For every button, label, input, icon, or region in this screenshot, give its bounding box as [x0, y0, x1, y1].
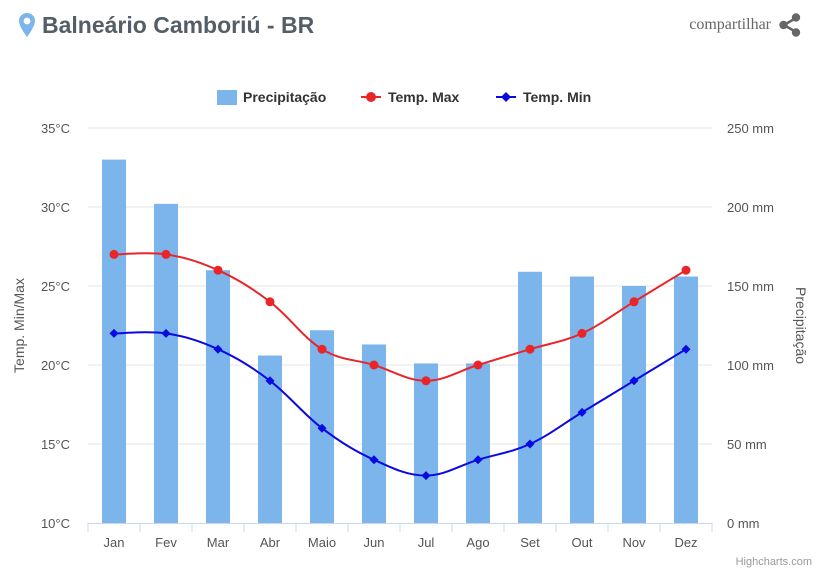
x-axis-label: Jul	[418, 535, 435, 550]
temp-min-point	[265, 376, 275, 386]
legend-label-temp-min: Temp. Min	[523, 89, 591, 105]
left-axis-tick: 15°C	[41, 437, 70, 452]
x-axis-label: Fev	[155, 535, 177, 550]
temp-max-point	[369, 360, 379, 370]
precipitation-bar	[466, 363, 490, 523]
precipitation-bar	[570, 276, 594, 523]
legend-label-temp-max: Temp. Max	[388, 89, 460, 105]
temp-min-point	[161, 328, 171, 338]
right-axis-tick: 100 mm	[727, 358, 774, 373]
left-axis-tick: 25°C	[41, 279, 70, 294]
right-axis-tick: 250 mm	[727, 121, 774, 136]
x-axis-label: Ago	[466, 535, 489, 550]
legend-symbol-precipitation	[217, 90, 237, 105]
precipitation-bar	[362, 344, 386, 523]
left-axis-title: Temp. Min/Max	[11, 278, 27, 373]
temp-max-point	[577, 328, 587, 338]
x-axis-label: Jun	[364, 535, 385, 550]
precipitation-bar	[414, 363, 438, 523]
precipitation-bar	[206, 270, 230, 523]
x-axis-label: Mar	[207, 535, 230, 550]
highcharts-credit[interactable]: Highcharts.com	[736, 556, 812, 568]
x-axis-label: Set	[520, 535, 540, 550]
chart-header: Balneário Camboriú - BR compartilhar	[0, 0, 821, 52]
right-axis-title: Precipitação	[793, 287, 809, 364]
map-pin-icon	[19, 13, 35, 37]
share-icon[interactable]	[777, 12, 803, 38]
temp-min-point	[629, 376, 639, 386]
x-axis-label: Dez	[674, 535, 697, 550]
x-axis-label: Nov	[622, 535, 646, 550]
share-label[interactable]: compartilhar	[689, 16, 771, 33]
temp-min-point	[525, 439, 535, 449]
precipitation-bars	[102, 159, 698, 523]
right-axis-tick: 50 mm	[727, 437, 767, 452]
left-axis-tick: 10°C	[41, 516, 70, 531]
share-button[interactable]: compartilhar	[689, 12, 803, 38]
temp-min-point	[577, 407, 587, 417]
legend-marker-temp-max	[366, 92, 376, 102]
precipitation-bar	[518, 271, 542, 523]
x-axis-label: Out	[572, 535, 593, 550]
temp-min-point	[213, 344, 223, 354]
temp-max-point	[473, 360, 483, 370]
right-axis-tick: 150 mm	[727, 279, 774, 294]
temp-min-line	[113, 331, 687, 477]
left-axis-tick: 20°C	[41, 358, 70, 373]
legend-marker-temp-min	[501, 92, 511, 102]
right-axis-tick: 0 mm	[727, 516, 760, 531]
temp-max-point	[317, 344, 327, 354]
temp-max-point	[681, 265, 691, 275]
temp-min-point	[109, 328, 119, 338]
legend-label-precipitation: Precipitação	[243, 89, 326, 105]
x-axis-label: Jan	[104, 535, 125, 550]
page-title: Balneário Camboriú - BR	[42, 12, 315, 38]
temp-max-point	[265, 297, 275, 307]
temp-max-point	[109, 249, 119, 259]
temp-max-point	[213, 265, 223, 275]
temp-max-point	[421, 376, 431, 386]
temp-max-point	[629, 297, 639, 307]
left-axis-tick: 35°C	[41, 121, 70, 136]
precipitation-bar	[622, 286, 646, 523]
grid-lines	[88, 127, 712, 445]
temperature-lines	[109, 249, 691, 481]
temp-min-point	[473, 455, 483, 465]
temp-min-point	[681, 344, 691, 354]
temp-min-point	[317, 423, 327, 433]
axes: 10°C 0 mm 15°C 50 mm 20°C 100 mm 25°C 150 mm 30°…	[11, 121, 809, 550]
x-axis-label: Maio	[308, 535, 336, 550]
legend: Precipitação Temp. Max Temp. Min	[217, 89, 591, 105]
precipitation-bar	[102, 159, 126, 523]
x-axis-label: Abr	[260, 535, 281, 550]
precipitation-bar	[674, 276, 698, 523]
temp-max-point	[161, 249, 171, 259]
left-axis-tick: 30°C	[41, 200, 70, 215]
temp-min-point	[421, 471, 431, 481]
right-axis-tick: 200 mm	[727, 200, 774, 215]
temp-max-point	[525, 344, 535, 354]
temp-min-point	[369, 455, 379, 465]
temp-max-line	[113, 252, 687, 382]
